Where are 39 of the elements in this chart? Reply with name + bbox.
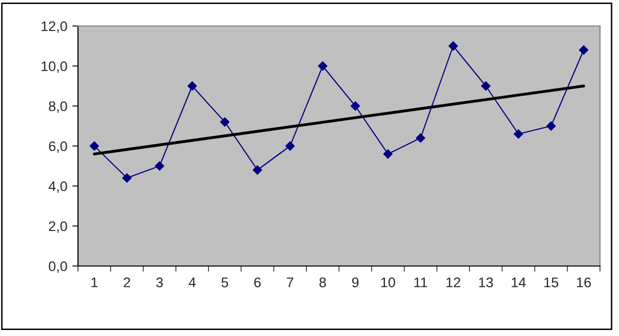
x-tick-label: 1 [92, 278, 98, 288]
x-tick-label: 15 [544, 278, 558, 288]
x-tick-label: 12 [446, 277, 460, 288]
point [154, 161, 164, 171]
x-tick-label: 10 [381, 277, 396, 288]
x-tick-label: 3 [156, 277, 163, 288]
x-tick-label: 6 [254, 277, 261, 288]
y-tick-label: 12,0 [42, 21, 68, 33]
x-tick-label: 11 [414, 278, 428, 288]
point [90, 141, 99, 151]
x-tick-label: 2 [124, 277, 130, 288]
point [448, 41, 458, 51]
point [252, 165, 262, 175]
point [416, 133, 426, 143]
point [546, 121, 556, 131]
point [188, 81, 197, 91]
point [481, 81, 490, 91]
x-tick-label: 9 [352, 277, 359, 288]
point [220, 117, 230, 127]
y-tick-label: 6,0 [48, 141, 68, 153]
point [285, 141, 295, 151]
y-tick-label: 4,0 [48, 181, 68, 193]
x-tick-label: 8 [319, 277, 326, 288]
point [514, 129, 524, 139]
y-tick-label: 8,0 [48, 101, 68, 113]
x-tick-label: 14 [512, 278, 526, 288]
x-tick-label: 13 [479, 277, 493, 288]
point [350, 101, 360, 111]
y-tick-label: 10,0 [42, 61, 68, 73]
x-tick-label: 16 [577, 277, 591, 288]
x-tick-label: 7 [286, 278, 294, 288]
y-tick-label: 2,0 [48, 221, 68, 233]
y-tick-label: 0,0 [48, 261, 68, 273]
point [318, 61, 328, 71]
x-tick-label: 4 [188, 278, 196, 288]
point [579, 45, 588, 55]
point [122, 173, 132, 183]
x-tick-label: 5 [222, 278, 228, 288]
point [383, 149, 393, 159]
